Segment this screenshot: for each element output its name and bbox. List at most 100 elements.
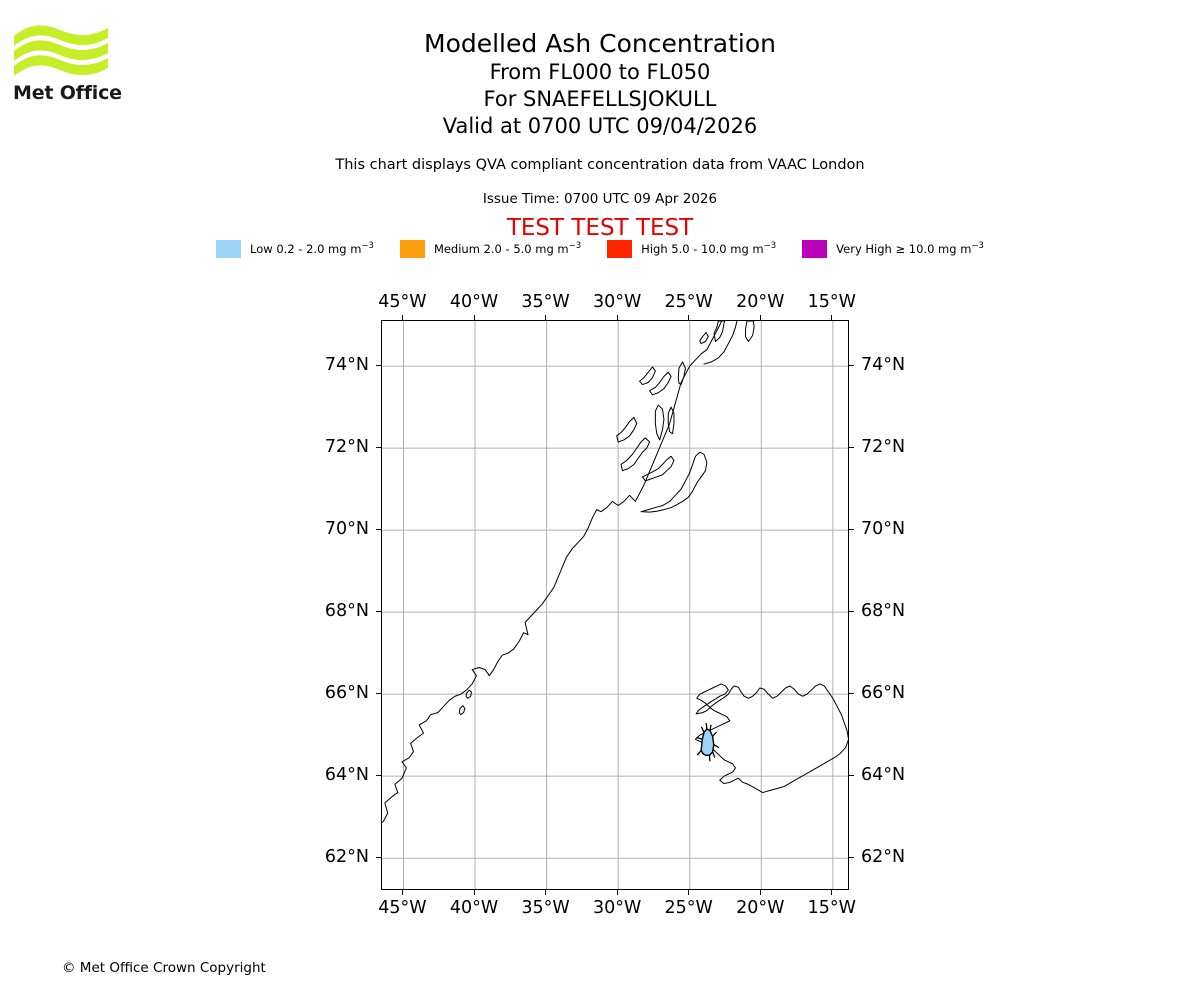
met-office-logo-text: Met Office xyxy=(13,82,122,104)
ash-contour-barb xyxy=(700,726,705,733)
tick-mark-lon-bottom xyxy=(473,890,475,895)
tick-label-lon-top: 25°W xyxy=(664,292,713,312)
tick-label-lat-right: 70°N xyxy=(861,519,906,540)
legend-swatch xyxy=(607,240,633,258)
coastline-offshore-islet-1 xyxy=(458,705,466,716)
tick-label-lat-left: 68°N xyxy=(324,601,369,622)
title-volcano: For SNAEFELLSJOKULL xyxy=(483,87,717,111)
concentration-legend: Low 0.2 - 2.0 mg m−3 Medium 2.0 - 5.0 mg … xyxy=(0,240,1200,258)
tick-mark-lon-top xyxy=(616,315,618,320)
map-gridlines xyxy=(382,321,848,889)
legend-swatch xyxy=(216,240,242,258)
title-main: Modelled Ash Concentration xyxy=(424,29,776,58)
coastline-ne-island-2 xyxy=(745,321,755,342)
tick-label-lon-top: 15°W xyxy=(807,292,856,312)
tick-label-lon-top: 45°W xyxy=(378,292,427,312)
tick-mark-lat-right xyxy=(849,774,854,776)
coastline-scoresby-sund xyxy=(640,451,708,513)
tick-label-lon-bottom: 15°W xyxy=(807,898,856,918)
legend-label-exponent: −3 xyxy=(568,241,582,252)
tick-label-lat-right: 62°N xyxy=(861,847,906,868)
tick-label-lat-left: 72°N xyxy=(324,437,369,458)
tick-label-lat-right: 66°N xyxy=(861,683,906,704)
tick-label-lon-top: 40°W xyxy=(449,292,499,312)
title-flight-levels: From FL000 to FL050 xyxy=(489,60,711,84)
tick-mark-lat-left xyxy=(376,856,381,858)
tick-label-lon-bottom: 30°W xyxy=(592,898,642,918)
coastline-fjord-tongue-b xyxy=(667,406,675,435)
ash-contour-barb xyxy=(705,722,708,730)
tick-label-lat-right: 74°N xyxy=(861,355,906,376)
tick-mark-lat-right xyxy=(849,364,854,366)
legend-label-exponent: −3 xyxy=(361,241,374,252)
tick-label-lon-top: 20°W xyxy=(736,292,785,312)
tick-label-lat-left: 74°N xyxy=(324,355,369,376)
map-plot-frame xyxy=(381,320,849,890)
copyright-text: © Met Office Crown Copyright xyxy=(62,960,266,976)
tick-mark-lat-left xyxy=(376,364,381,366)
coastline-fjord-arm-n3 xyxy=(677,361,686,386)
tick-label-lat-right: 68°N xyxy=(861,601,906,622)
ash-concentration-map: 45°W 45°W 40°W 40°W 35°W 35°W 30°W 30°W 25°W 25°W… xyxy=(325,292,905,918)
tick-label-lon-top: 35°W xyxy=(521,292,570,312)
tick-mark-lon-top xyxy=(831,315,833,320)
ash-plume-contours xyxy=(696,722,720,762)
tick-mark-lat-left xyxy=(376,692,381,694)
ash-contour-low xyxy=(700,728,715,756)
tick-mark-lat-left xyxy=(376,774,381,776)
coastline-offshore-islet-2 xyxy=(465,689,472,699)
title-valid-at: Valid at 0700 UTC 09/04/2026 xyxy=(442,114,758,138)
tick-mark-lat-right xyxy=(849,692,854,694)
tick-mark-lat-right xyxy=(849,446,854,448)
met-office-waves-icon xyxy=(14,25,108,76)
tick-mark-lon-top xyxy=(545,315,547,320)
tick-mark-lon-bottom xyxy=(401,890,403,895)
tick-label-lat-right: 64°N xyxy=(861,765,906,786)
tick-label-lon-bottom: 35°W xyxy=(521,898,570,918)
tick-label-lat-right: 72°N xyxy=(861,437,906,458)
page-title: Modelled Ash Concentration From FL000 to… xyxy=(0,28,1200,140)
tick-label-lon-bottom: 45°W xyxy=(378,898,427,918)
ash-contour-barb xyxy=(713,744,720,749)
tick-label-lat-left: 70°N xyxy=(324,519,369,540)
tick-label-lon-bottom: 40°W xyxy=(449,898,499,918)
ash-contour-barb xyxy=(696,749,702,756)
coastline-scoresby-inlet xyxy=(641,455,675,482)
tick-mark-lon-bottom xyxy=(759,890,761,895)
tick-mark-lon-bottom xyxy=(688,890,690,895)
coastline-ne-fjord-notch xyxy=(699,331,709,345)
tick-label-lat-left: 62°N xyxy=(324,847,369,868)
test-banner: TEST TEST TEST xyxy=(506,215,694,241)
legend-label: Very High ≥ 10.0 mg m−3 xyxy=(836,241,984,256)
coastline-greenland-east-coast xyxy=(382,321,723,824)
tick-mark-lon-top xyxy=(759,315,761,320)
ash-contour-barb xyxy=(712,731,718,737)
map-coastlines xyxy=(382,321,848,824)
tick-label-lon-top: 30°W xyxy=(592,292,642,312)
coastline-ne-island-1 xyxy=(713,321,726,342)
tick-mark-lat-right xyxy=(849,528,854,530)
qva-note: This chart displays QVA compliant concen… xyxy=(335,157,865,173)
tick-mark-lon-bottom xyxy=(616,890,618,895)
legend-swatch xyxy=(802,240,828,258)
tick-mark-lon-bottom xyxy=(831,890,833,895)
ash-contour-barb xyxy=(712,751,716,758)
tick-label-lat-left: 64°N xyxy=(324,765,369,786)
tick-mark-lat-left xyxy=(376,610,381,612)
tick-mark-lat-right xyxy=(849,856,854,858)
tick-mark-lat-left xyxy=(376,528,381,530)
ash-contour-barb xyxy=(696,736,703,740)
issue-time: Issue Time: 0700 UTC 09 Apr 2026 xyxy=(482,191,718,207)
legend-label-exponent: −3 xyxy=(763,241,777,252)
legend-label-exponent: −3 xyxy=(971,241,984,252)
ash-contour-barb xyxy=(709,724,712,731)
coastline-ne-greenland-coast xyxy=(703,321,738,365)
tick-label-lon-bottom: 20°W xyxy=(736,898,785,918)
tick-label-lat-left: 66°N xyxy=(324,683,369,704)
tick-mark-lon-top xyxy=(688,315,690,320)
tick-mark-lon-bottom xyxy=(545,890,547,895)
coastline-north-fjord-b xyxy=(616,416,638,443)
legend-label: Low 0.2 - 2.0 mg m−3 xyxy=(250,241,374,256)
coastline-fjord-tongue-a xyxy=(654,404,665,441)
legend-item: Very High ≥ 10.0 mg m−3 xyxy=(802,240,984,258)
